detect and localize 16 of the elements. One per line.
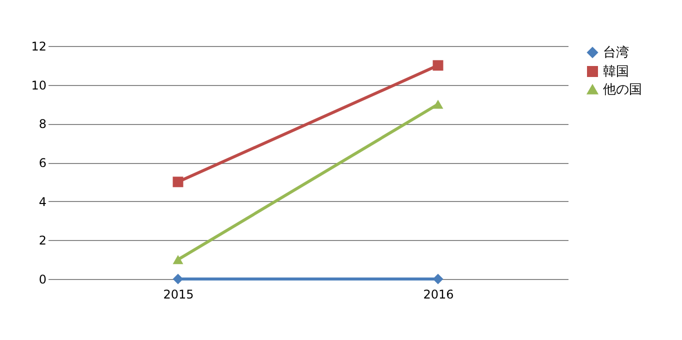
- y-tick-label: 10: [31, 78, 46, 92]
- legend-label: 韓国: [603, 64, 629, 80]
- y-tick-label: 2: [38, 234, 46, 248]
- point: [172, 274, 184, 284]
- y-tick-label: 4: [38, 194, 46, 209]
- point: [432, 60, 444, 71]
- y-tick-label: 8: [38, 117, 46, 132]
- point: [432, 274, 444, 284]
- y-tick-label: 6: [38, 156, 46, 170]
- x-tick-label: 2016: [423, 288, 454, 302]
- y-tick-label: 12: [31, 40, 46, 54]
- legend-label: 台湾: [603, 44, 629, 60]
- y-tick-label: 0: [38, 272, 46, 286]
- x-tick-label: 2015: [163, 288, 194, 302]
- point: [172, 176, 184, 188]
- legend-label: 他の国: [603, 82, 642, 98]
